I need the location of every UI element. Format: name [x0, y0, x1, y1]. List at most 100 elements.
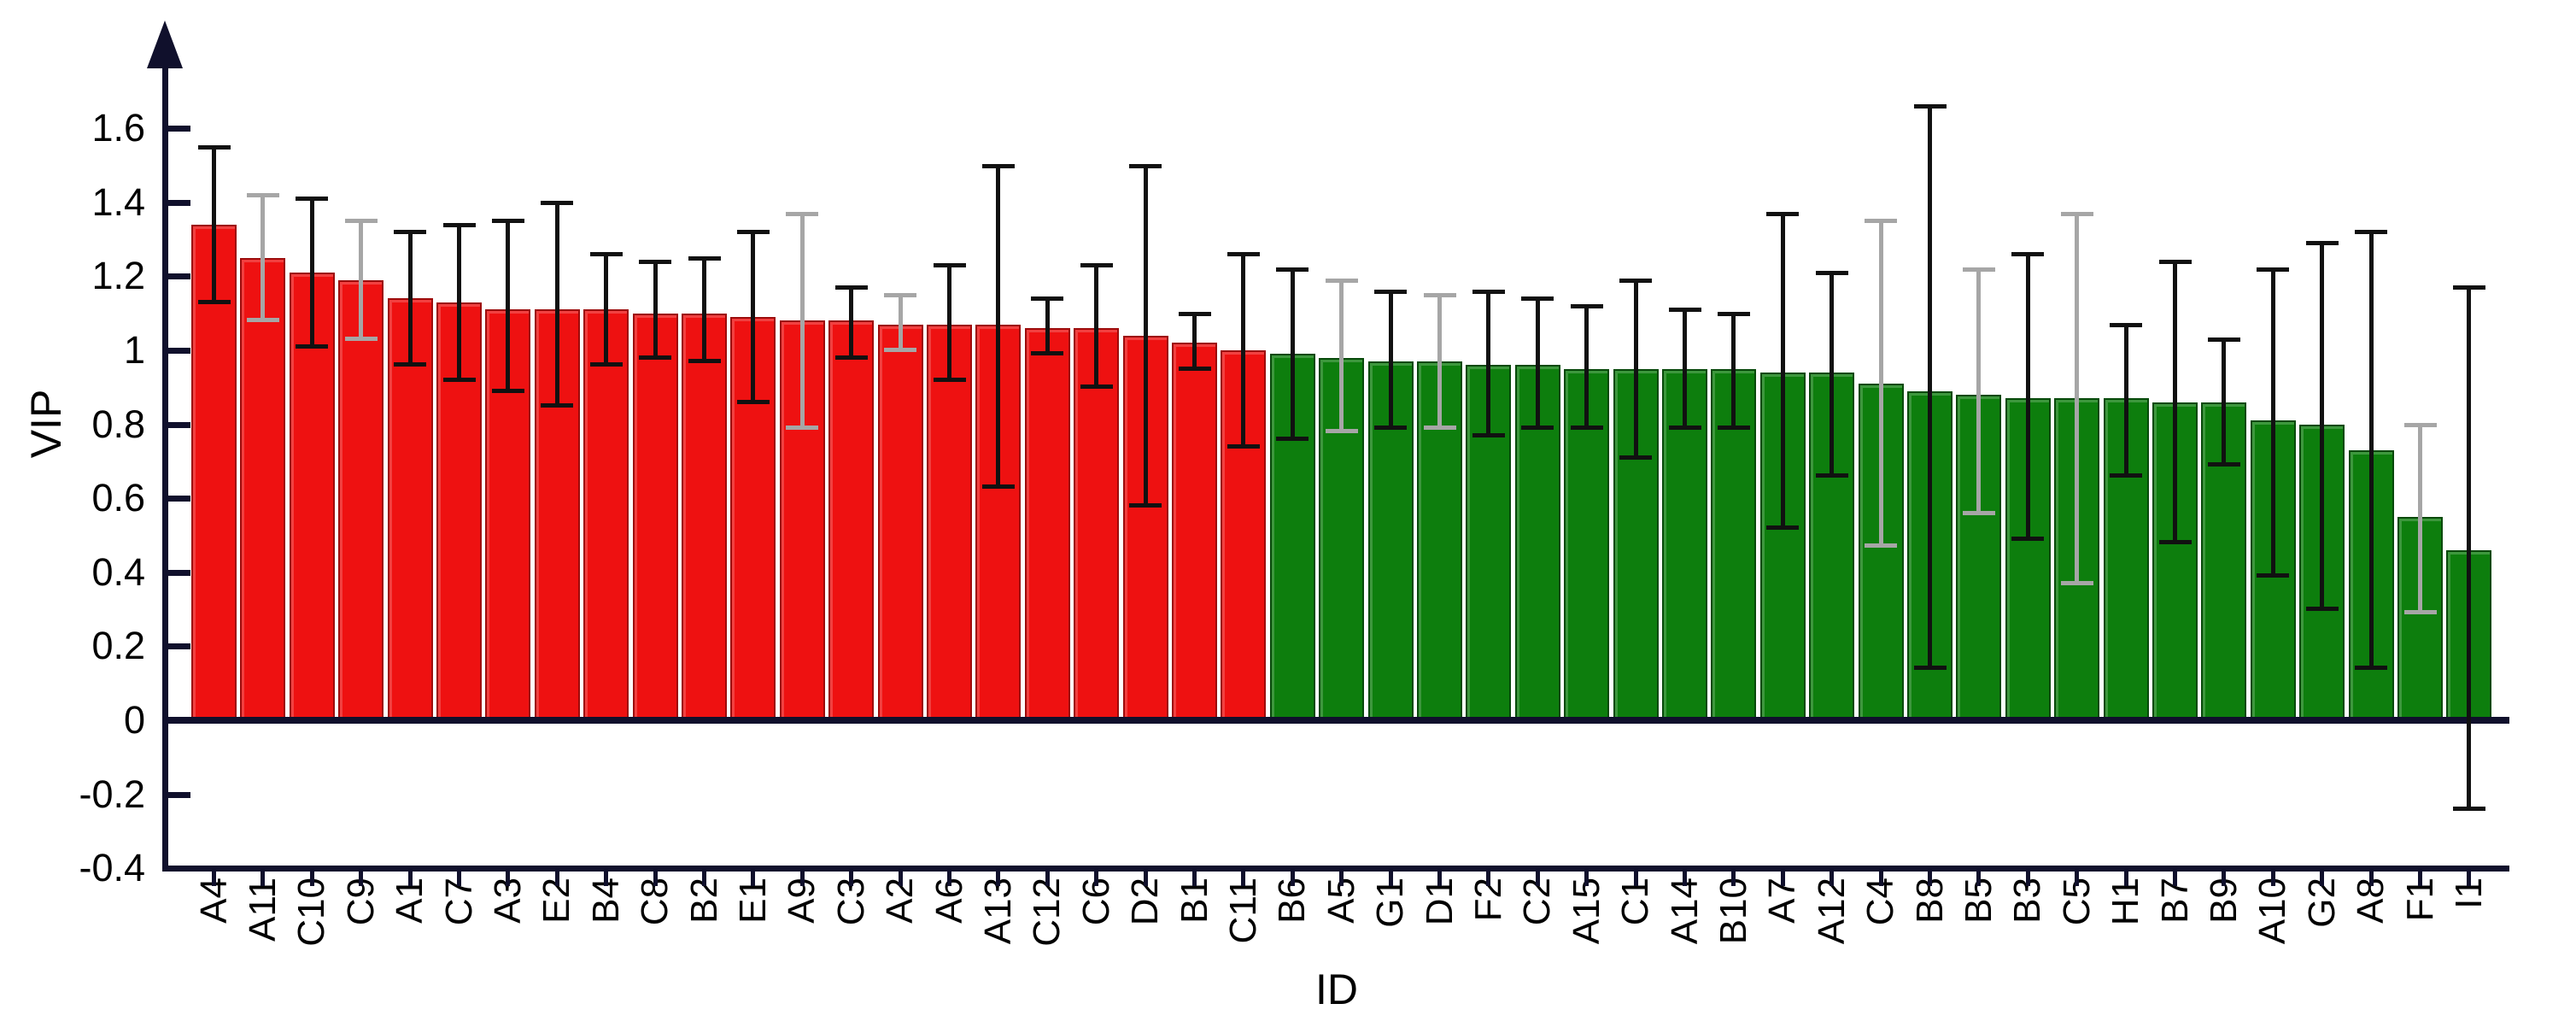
x-tick [1143, 872, 1148, 886]
error-bar-cap-top [1668, 308, 1701, 313]
error-bar-line [653, 261, 658, 358]
error-bar-cap-top [442, 222, 476, 227]
error-bar-line [2320, 243, 2325, 610]
error-bar-cap-bottom [1227, 443, 1260, 449]
x-tick [2320, 872, 2325, 886]
x-tick [702, 872, 706, 886]
x-tick-label: D2 [1124, 877, 1167, 926]
bar-C3 [828, 320, 875, 720]
error-bar-line [1731, 313, 1736, 428]
bar-A6 [927, 324, 972, 720]
y-tick-label: 0.6 [91, 476, 145, 520]
error-bar-line [1339, 279, 1344, 432]
x-tick [751, 872, 756, 886]
error-bar-line [799, 213, 805, 428]
x-tick [1339, 872, 1344, 886]
x-tick-label: A13 [976, 877, 1019, 945]
x-tick [554, 872, 559, 886]
x-tick [1878, 872, 1883, 886]
error-bar-cap-top [1962, 267, 1995, 272]
error-bar-cap-top [1815, 271, 1848, 276]
error-bar-cap-top [197, 144, 231, 150]
error-bar-cap-top [1619, 278, 1653, 283]
error-bar-cap-bottom [639, 355, 672, 360]
x-tick-label: A15 [1565, 877, 1607, 945]
error-bar-cap-bottom [394, 362, 427, 367]
error-bar-cap-top [296, 197, 329, 202]
error-bar-line [1290, 268, 1295, 439]
x-tick-label: H1 [2105, 877, 2147, 926]
error-bar-cap-bottom [1276, 436, 1309, 441]
y-tick [168, 273, 190, 280]
error-bar-line [1486, 291, 1491, 436]
error-bar-cap-bottom [1570, 425, 1603, 430]
error-bar-line [2025, 254, 2030, 539]
error-bar-line [407, 232, 413, 366]
x-tick-label: A2 [879, 877, 922, 924]
y-tick [168, 496, 190, 502]
y-axis-line [162, 36, 168, 872]
y-tick [168, 199, 190, 206]
y-tick [168, 791, 190, 798]
y-tick-label: -0.2 [79, 772, 145, 816]
x-tick [1683, 872, 1687, 886]
x-tick-label: C12 [1026, 877, 1068, 947]
x-tick [2123, 872, 2128, 886]
x-tick-label: B2 [682, 877, 725, 924]
x-tick [309, 872, 314, 886]
error-bar-cap-bottom [1374, 425, 1408, 430]
error-bar-cap-bottom [1962, 510, 1995, 515]
x-tick-label: A9 [781, 877, 823, 924]
error-bar-cap-top [1472, 289, 1505, 294]
x-tick-label: E2 [536, 877, 578, 924]
bar-B2 [682, 313, 727, 720]
x-tick [996, 872, 1001, 886]
x-tick [261, 872, 266, 886]
error-bar-line [2123, 324, 2128, 477]
x-tick [359, 872, 364, 886]
error-bar-cap-top [2305, 241, 2339, 246]
y-tick-label: 0.2 [91, 624, 145, 668]
y-tick-label: 1 [123, 328, 145, 372]
error-bar-cap-top [2060, 211, 2093, 216]
y-tick-label: -0.4 [79, 846, 145, 890]
y-tick [168, 569, 190, 576]
error-bar-line [554, 202, 559, 406]
error-bar-cap-bottom [2060, 580, 2093, 585]
x-tick [506, 872, 511, 886]
error-bar-cap-top [1521, 296, 1554, 302]
error-bar-cap-top [344, 219, 378, 224]
error-bar-cap-top [2158, 260, 2192, 265]
x-tick [1486, 872, 1491, 886]
x-tick-label: F2 [1467, 877, 1509, 922]
error-bar-line [849, 287, 854, 358]
error-bar-cap-bottom [2257, 573, 2290, 578]
error-bar-cap-top [491, 219, 524, 224]
x-tick-label: A6 [928, 877, 970, 924]
x-tick [2368, 872, 2374, 886]
error-bar-cap-bottom [1865, 543, 1898, 549]
error-bar-cap-bottom [246, 318, 279, 323]
error-bar-line [702, 257, 706, 361]
error-bar-cap-bottom [344, 337, 378, 341]
error-bar-line [261, 195, 266, 321]
error-bar-line [2368, 232, 2374, 669]
error-bar-line [359, 220, 364, 339]
error-bar-line [1192, 313, 1197, 369]
error-bar-line [1143, 165, 1148, 506]
x-tick-label: I1 [2447, 877, 2490, 909]
error-bar-line [1878, 220, 1883, 547]
error-bar-cap-bottom [2158, 540, 2192, 545]
error-bar-line [2173, 261, 2177, 543]
bar-B1 [1172, 343, 1217, 720]
error-bar-line [1045, 298, 1050, 355]
x-tick-label: C3 [829, 877, 872, 926]
x-tick [1731, 872, 1736, 886]
x-tick-label: C10 [290, 877, 333, 947]
x-tick [2075, 872, 2080, 886]
x-tick-label: B8 [1908, 877, 1951, 924]
y-axis-title: VIP [22, 389, 70, 459]
x-tick-label: B6 [1271, 877, 1314, 924]
x-tick-label: A10 [2251, 877, 2294, 945]
x-tick-label: B3 [2006, 877, 2049, 924]
